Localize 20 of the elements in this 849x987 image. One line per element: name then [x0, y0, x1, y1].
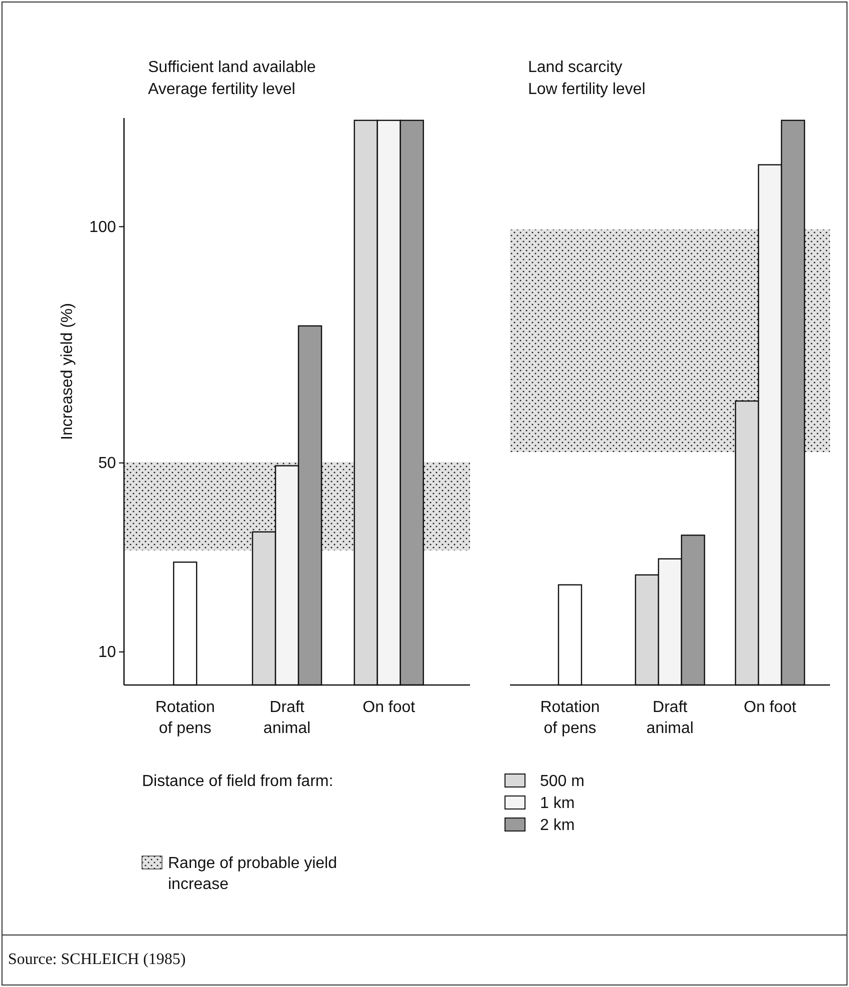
- chart-title: Land scarcity: [528, 59, 622, 76]
- x-tick-label: Rotation of pens: [540, 699, 600, 737]
- y-tick-label: 50: [98, 455, 116, 472]
- x-tick-label: On foot: [744, 699, 797, 716]
- x-tick-label: Draft animal: [263, 699, 311, 737]
- y-tick-label: 10: [98, 644, 116, 662]
- y-tick-label: 100: [89, 218, 116, 236]
- legend-label: 2 km: [540, 817, 575, 834]
- source-note: Source: SCHLEICH (1985): [8, 951, 186, 968]
- legend-title: Distance of field from farm:: [142, 773, 334, 790]
- chart-title: Sufficient land available: [148, 59, 316, 76]
- legend-label: 1 km: [540, 795, 575, 812]
- legend-label: Range of probable yield increase: [168, 855, 338, 893]
- x-tick-label: Draft animal: [646, 699, 694, 737]
- legend-label: 500 m: [540, 773, 584, 790]
- x-tick-label: Rotation of pens: [155, 699, 215, 737]
- chart-subtitle: Average fertility level: [148, 81, 296, 98]
- chart-subtitle: Low fertility level: [528, 81, 646, 98]
- x-tick-label: On foot: [362, 699, 416, 716]
- y-axis-title: Increased yield (%): [59, 303, 76, 440]
